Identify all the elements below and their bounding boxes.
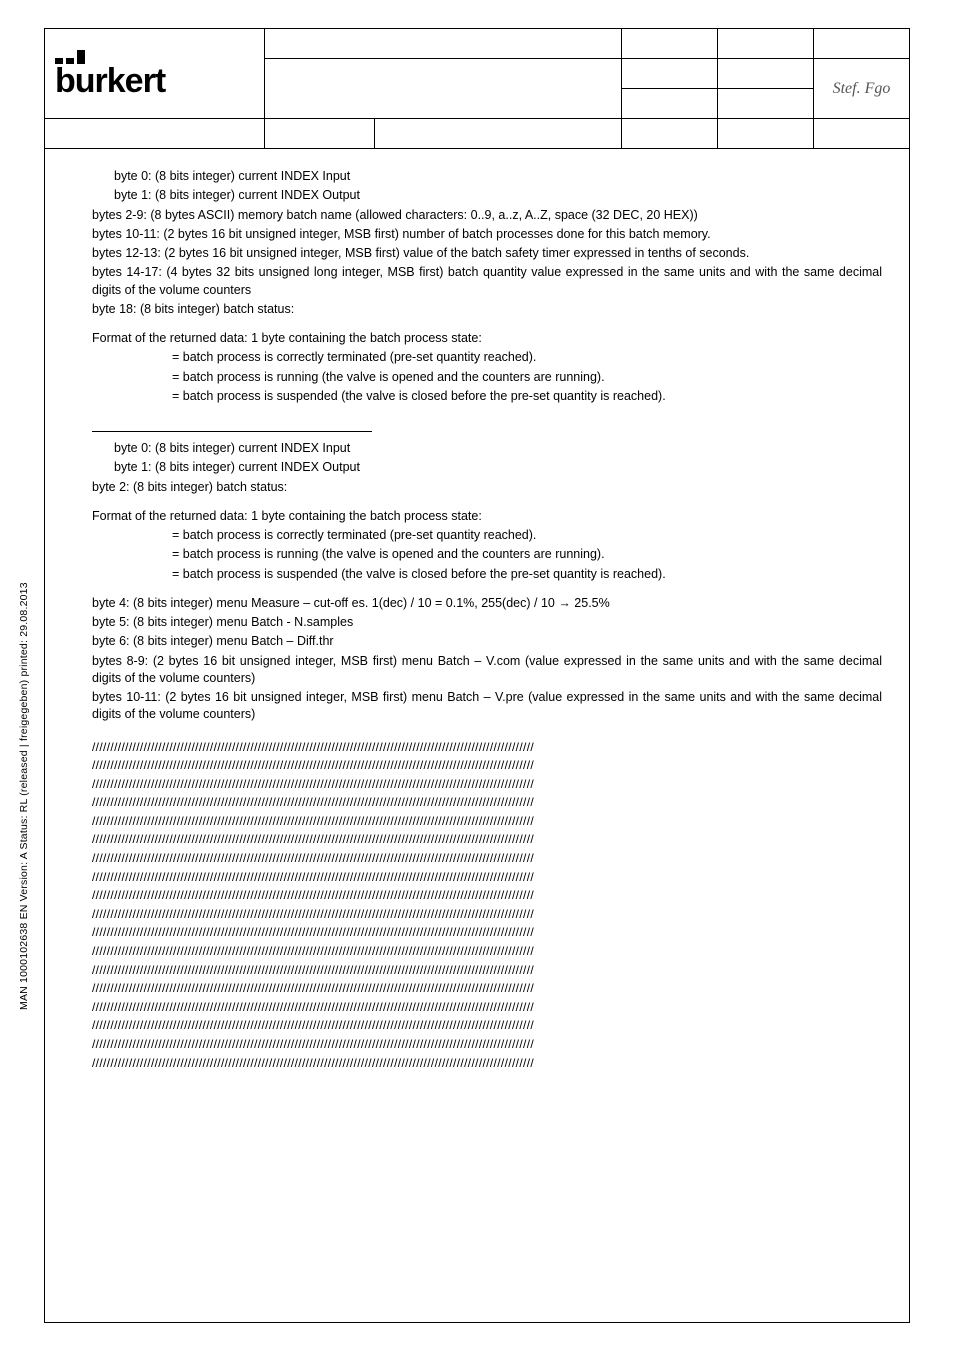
logo-text: burkert <box>55 64 165 98</box>
bytes-12-13: bytes 12-13: (2 bytes 16 bit unsigned in… <box>92 245 882 262</box>
bytes8-9: bytes 8-9: (2 bytes 16 bit unsigned inte… <box>92 653 882 688</box>
side-label: MAN 1000102638 EN Version: A Status: RL … <box>18 582 30 1010</box>
sec2-fmt-b: = batch process is running (the valve is… <box>92 546 882 563</box>
sec2-fmt-c: = batch process is suspended (the valve … <box>92 566 882 583</box>
header-row4-col6 <box>814 119 910 149</box>
header-row4-col1 <box>45 119 265 149</box>
slash-filler: ////////////////////////////////////////… <box>92 738 882 1073</box>
byte6: byte 6: (8 bits integer) menu Batch – Di… <box>92 633 882 650</box>
byte0-a: byte 0: (8 bits integer) current INDEX I… <box>92 168 882 185</box>
sec2-fmt-a: = batch process is correctly terminated … <box>92 527 882 544</box>
header-row1-col3 <box>622 29 718 59</box>
header-row4-col2 <box>265 119 375 149</box>
bytes-14-17: bytes 14-17: (4 bytes 32 bits unsigned l… <box>92 264 882 299</box>
header-row4-col4 <box>622 119 718 149</box>
byte1-a: byte 1: (8 bits integer) current INDEX O… <box>92 187 882 204</box>
header-row3-col4 <box>718 89 814 119</box>
header-row1-col5 <box>814 29 910 59</box>
header-row3-col3 <box>622 89 718 119</box>
signature-cell: Stef. Fgo <box>814 59 910 119</box>
fmt-c: = batch process is suspended (the valve … <box>92 388 882 405</box>
header-row1-col4 <box>718 29 814 59</box>
byte4: byte 4: (8 bits integer) menu Measure – … <box>92 595 882 612</box>
header-table: burkert Stef. Fgo <box>44 28 910 149</box>
bytes-10-11: bytes 10-11: (2 bytes 16 bit unsigned in… <box>92 226 882 243</box>
sec2-byte0: byte 0: (8 bits integer) current INDEX I… <box>92 440 882 457</box>
header-row1-col2 <box>265 29 622 59</box>
section-divider <box>92 431 372 432</box>
byte-18: byte 18: (8 bits integer) batch status: <box>92 301 882 318</box>
fmt-b: = batch process is running (the valve is… <box>92 369 882 386</box>
sec2-fmt-intro: Format of the returned data: 1 byte cont… <box>92 508 882 525</box>
sec2-byte2: byte 2: (8 bits integer) batch status: <box>92 479 882 496</box>
bytes-2-9: bytes 2-9: (8 bytes ASCII) memory batch … <box>92 207 882 224</box>
header-row2-col4 <box>718 59 814 89</box>
header-row2-col3 <box>622 59 718 89</box>
fmt-a: = batch process is correctly terminated … <box>92 349 882 366</box>
sec2-byte1: byte 1: (8 bits integer) current INDEX O… <box>92 459 882 476</box>
header-row2-col2 <box>265 59 622 119</box>
header-row4-col5 <box>718 119 814 149</box>
fmt-intro: Format of the returned data: 1 byte cont… <box>92 330 882 347</box>
content-body: byte 0: (8 bits integer) current INDEX I… <box>92 168 882 1072</box>
header-row4-col3 <box>375 119 622 149</box>
byte5: byte 5: (8 bits integer) menu Batch - N.… <box>92 614 882 631</box>
logo-cell: burkert <box>45 29 265 119</box>
bytes10-11: bytes 10-11: (2 bytes 16 bit unsigned in… <box>92 689 882 724</box>
